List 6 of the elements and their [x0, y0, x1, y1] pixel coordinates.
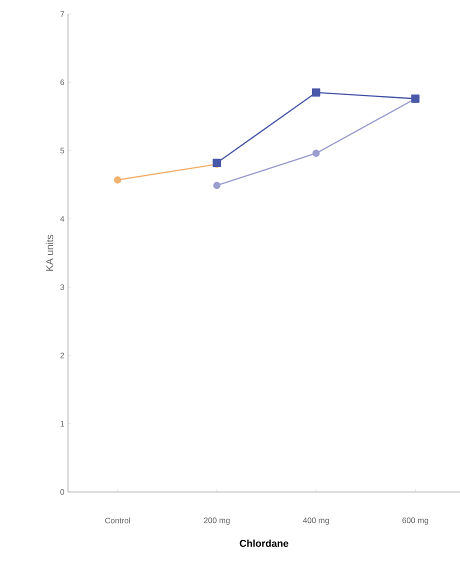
point: [312, 150, 320, 157]
point: [213, 182, 221, 190]
y-axis-title: KA units: [46, 234, 54, 271]
point: [312, 88, 320, 97]
x-axis-title: Chlordane: [240, 540, 288, 547]
point: [114, 176, 122, 184]
